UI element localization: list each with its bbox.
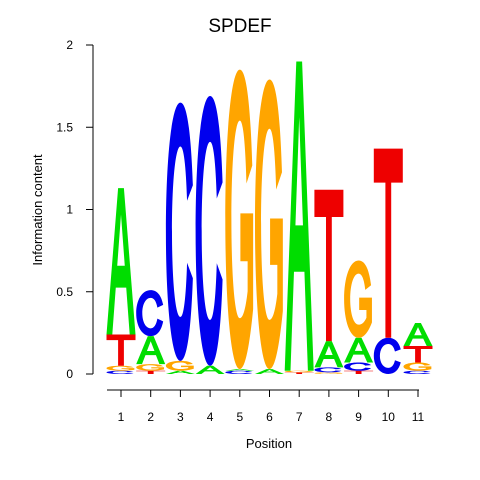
letter-c-pos-8 [314,367,342,373]
letter-a-pos-7 [284,61,314,371]
letter-t-pos-8 [314,189,344,342]
letter-g-pos-1 [106,365,135,371]
logo-letters [106,61,433,374]
letter-c-pos-2 [136,290,164,337]
letter-t-pos-1 [106,334,136,366]
letter-c-pos-11 [403,370,431,374]
y-tick-label: 0.5 [56,285,73,299]
letter-g-pos-7 [284,370,313,373]
y-axis-ticks: 0 0.5 1 1.5 2 [56,38,93,381]
x-tick-label: 4 [207,410,214,424]
x-tick-label: 3 [177,410,184,424]
letter-a-pos-1 [106,188,136,335]
x-tick-label: 6 [266,410,273,424]
y-tick-label: 0 [66,367,73,381]
letter-t-pos-7 [284,372,314,374]
letter-t-pos-9 [344,370,374,374]
y-axis: 0 0.5 1 1.5 2 [56,38,94,381]
x-tick-label: 11 [412,410,425,424]
letter-c-pos-4 [195,95,223,366]
x-tick-label: 9 [355,410,362,424]
letter-a-pos-2 [136,336,166,365]
letter-t-pos-2 [136,370,166,374]
x-axis: 1 2 3 4 5 6 7 8 9 10 11 [107,389,425,424]
y-tick-label: 2 [66,38,73,52]
letter-a-pos-9 [344,337,374,363]
x-tick-label: 10 [382,410,396,424]
letter-a-pos-6 [255,369,284,374]
x-tick-label: 8 [326,410,333,424]
y-tick-label: 1 [66,203,73,217]
letter-c-pos-9 [344,362,372,371]
letter-a-pos-11 [403,323,433,347]
letter-g-pos-9 [344,260,372,338]
letter-t-pos-11 [403,346,433,363]
letter-a-pos-3 [165,370,195,374]
letter-g-pos-11 [403,362,432,371]
letter-c-pos-1 [106,370,134,374]
letter-c-pos-3 [165,102,193,361]
x-axis-label: Position [246,436,292,451]
letter-g-pos-8 [314,372,343,374]
letter-a-pos-4 [195,365,225,374]
letter-a-pos-8 [314,341,344,368]
letter-g-pos-5 [225,69,254,370]
x-tick-label: 2 [147,410,154,424]
letter-g-pos-6 [255,79,283,370]
x-axis-ticks: 1 2 3 4 5 6 7 8 9 10 11 [118,390,425,424]
x-tick-label: 7 [296,410,303,424]
y-axis-label: Information content [30,154,45,266]
y-tick-label: 1.5 [56,120,73,134]
x-tick-label: 1 [118,410,125,424]
letter-c-pos-10 [373,337,401,374]
letter-t-pos-10 [373,148,403,338]
x-tick-label: 5 [236,410,243,424]
letter-g-pos-3 [165,360,194,371]
letter-g-pos-2 [136,364,165,371]
chart-title: SPDEF [208,16,271,37]
letter-a-pos-5 [225,369,255,371]
letter-c-pos-5 [225,370,253,374]
